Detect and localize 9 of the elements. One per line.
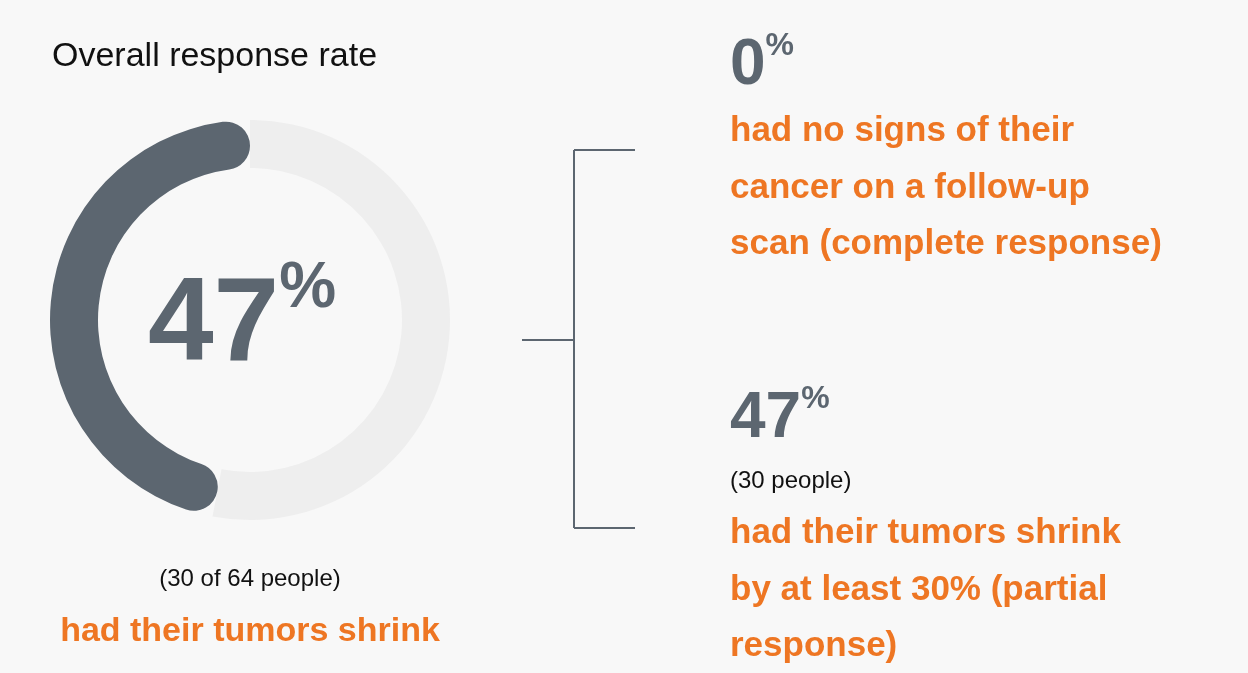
data-label: 47$^{%}$ <box>147 248 337 385</box>
text: had no signs of their cancer on a follow-up scan (complete response) <box>730 109 1162 262</box>
text: (30 of 64 people) <box>159 564 341 591</box>
text: 47$^{%}$ <box>730 379 830 451</box>
text: 0$^{%}$ <box>730 26 795 98</box>
text: had their tumors shrink <box>60 610 440 648</box>
chart-title: Overall response rate <box>52 35 378 73</box>
text: (30 people) <box>730 466 852 493</box>
text: had their tumors shrink by at least 30% (partial response) <box>730 511 1122 664</box>
